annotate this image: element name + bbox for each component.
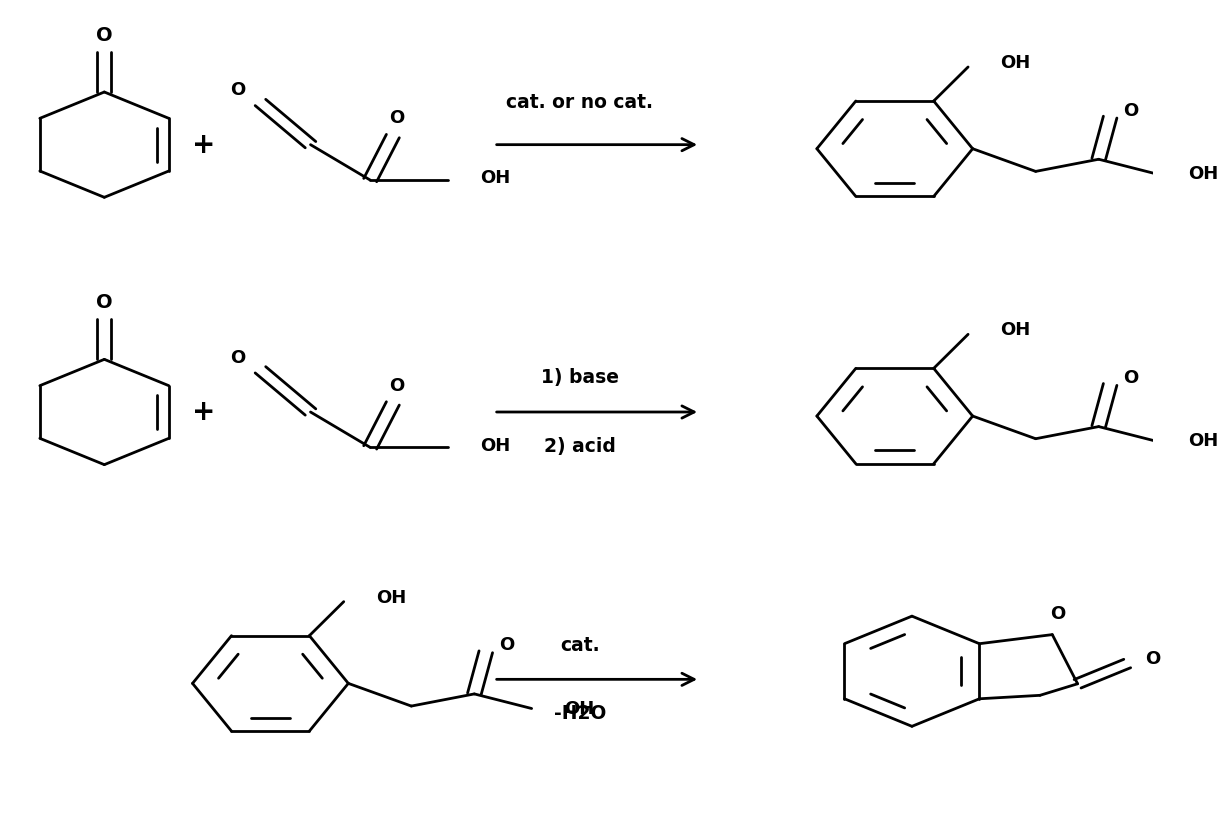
Text: 1) base: 1) base bbox=[541, 368, 619, 387]
Text: +: + bbox=[193, 131, 216, 159]
Text: OH: OH bbox=[1189, 432, 1218, 450]
Text: OH: OH bbox=[1000, 321, 1030, 339]
Text: O: O bbox=[96, 293, 112, 312]
Text: O: O bbox=[1145, 650, 1160, 668]
Text: O: O bbox=[389, 110, 403, 127]
Text: 2) acid: 2) acid bbox=[544, 437, 616, 456]
Text: O: O bbox=[1123, 369, 1139, 387]
Text: cat.: cat. bbox=[560, 636, 600, 655]
Text: O: O bbox=[96, 26, 112, 44]
Text: -H2O: -H2O bbox=[553, 704, 606, 723]
Text: OH: OH bbox=[480, 170, 511, 187]
Text: O: O bbox=[230, 349, 245, 367]
Text: cat. or no cat.: cat. or no cat. bbox=[506, 93, 653, 112]
Text: +: + bbox=[193, 398, 216, 426]
Text: O: O bbox=[1051, 605, 1065, 623]
Text: OH: OH bbox=[375, 588, 406, 606]
Text: OH: OH bbox=[1189, 165, 1218, 183]
Text: O: O bbox=[230, 82, 245, 100]
Text: O: O bbox=[1123, 101, 1139, 119]
Text: O: O bbox=[389, 377, 403, 395]
Text: OH: OH bbox=[480, 437, 511, 455]
Text: OH: OH bbox=[1000, 54, 1030, 72]
Text: O: O bbox=[499, 636, 514, 654]
Text: OH: OH bbox=[563, 700, 594, 718]
